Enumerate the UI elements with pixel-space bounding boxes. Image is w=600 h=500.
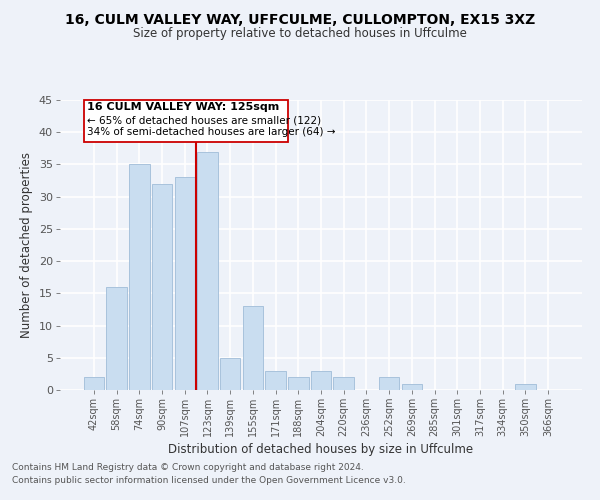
Text: Contains HM Land Registry data © Crown copyright and database right 2024.: Contains HM Land Registry data © Crown c…	[12, 464, 364, 472]
Bar	[334, 377, 354, 390]
Bar	[129, 164, 149, 390]
Text: Size of property relative to detached houses in Uffculme: Size of property relative to detached ho…	[133, 28, 467, 40]
Text: ← 65% of detached houses are smaller (122): ← 65% of detached houses are smaller (12…	[87, 116, 321, 126]
Bar	[242, 306, 263, 390]
Y-axis label: Number of detached properties: Number of detached properties	[20, 152, 34, 338]
Bar	[220, 358, 241, 390]
Bar	[401, 384, 422, 390]
Bar	[265, 370, 286, 390]
Bar	[288, 377, 308, 390]
Bar	[379, 377, 400, 390]
Text: 34% of semi-detached houses are larger (64) →: 34% of semi-detached houses are larger (…	[87, 127, 335, 137]
Text: Distribution of detached houses by size in Uffculme: Distribution of detached houses by size …	[169, 442, 473, 456]
Text: 16, CULM VALLEY WAY, UFFCULME, CULLOMPTON, EX15 3XZ: 16, CULM VALLEY WAY, UFFCULME, CULLOMPTO…	[65, 12, 535, 26]
Text: Contains public sector information licensed under the Open Government Licence v3: Contains public sector information licen…	[12, 476, 406, 485]
Bar	[175, 178, 195, 390]
Bar	[106, 287, 127, 390]
Bar	[311, 370, 331, 390]
FancyBboxPatch shape	[84, 100, 288, 142]
Bar	[515, 384, 536, 390]
Bar	[84, 377, 104, 390]
Bar	[152, 184, 172, 390]
Bar	[197, 152, 218, 390]
Text: 16 CULM VALLEY WAY: 125sqm: 16 CULM VALLEY WAY: 125sqm	[87, 102, 280, 112]
